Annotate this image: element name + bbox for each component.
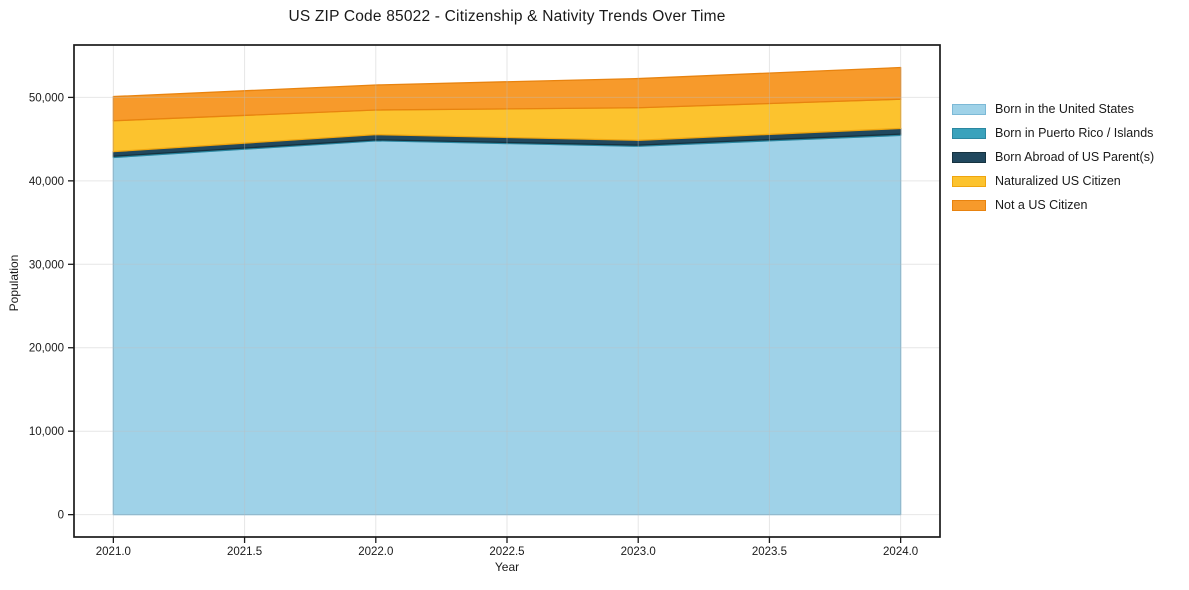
y-tick-label: 30,000 [29, 259, 64, 271]
legend-item-3: Naturalized US Citizen [952, 169, 1154, 193]
legend-label: Naturalized US Citizen [995, 174, 1121, 188]
y-axis-label: Population [7, 254, 21, 312]
legend-label: Born in the United States [995, 102, 1134, 116]
x-tick-label: 2023.0 [621, 546, 656, 558]
legend-swatch-icon [952, 151, 986, 163]
x-tick-label: 2022.5 [489, 546, 524, 558]
y-tick-label: 10,000 [29, 426, 64, 438]
legend-swatch-icon [952, 127, 986, 139]
legend-item-1: Born in Puerto Rico / Islands [952, 121, 1154, 145]
legend: Born in the United States Born in Puerto … [952, 97, 1154, 217]
y-tick-label: 40,000 [29, 176, 64, 188]
x-tick-label: 2022.0 [358, 546, 393, 558]
x-tick-label: 2024.0 [883, 546, 918, 558]
legend-label: Not a US Citizen [995, 198, 1088, 212]
x-tick-label: 2021.5 [227, 546, 262, 558]
legend-label: Born Abroad of US Parent(s) [995, 150, 1155, 164]
chart-title: US ZIP Code 85022 - Citizenship & Nativi… [288, 8, 726, 25]
y-tick-label: 50,000 [29, 92, 64, 104]
y-tick-label: 0 [58, 510, 64, 522]
x-tick-label: 2023.5 [752, 546, 787, 558]
x-axis-label: Year [494, 560, 520, 574]
area-series-4 [112, 66, 902, 122]
legend-label: Born in Puerto Rico / Islands [995, 126, 1154, 140]
legend-swatch-icon [952, 199, 986, 211]
legend-swatch-icon [952, 103, 986, 115]
legend-item-4: Not a US Citizen [952, 193, 1154, 217]
y-tick-label: 20,000 [29, 343, 64, 355]
legend-item-2: Born Abroad of US Parent(s) [952, 145, 1154, 169]
x-tick-label: 2021.0 [96, 546, 131, 558]
legend-item-0: Born in the United States [952, 97, 1154, 121]
legend-swatch-icon [952, 175, 986, 187]
